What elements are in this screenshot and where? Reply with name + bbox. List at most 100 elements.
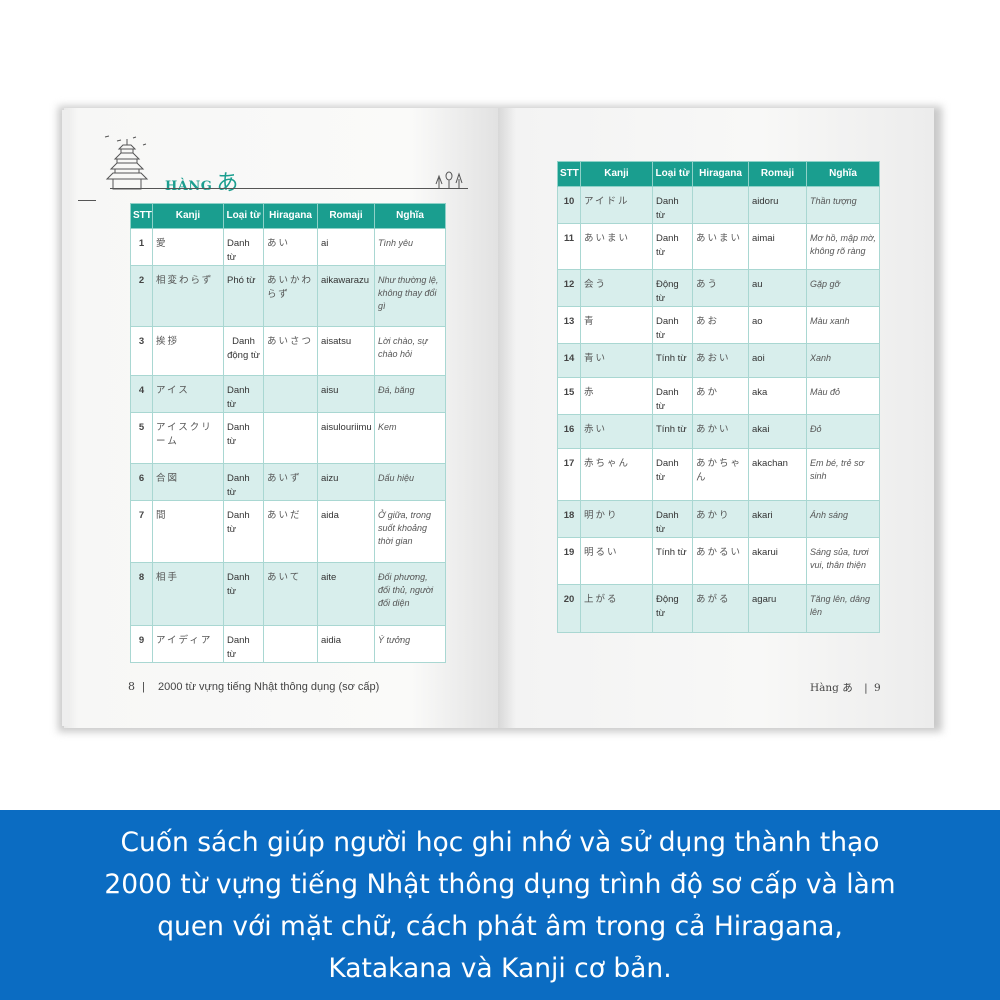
cell-romaji: aite	[317, 562, 375, 626]
cell-meaning: Tăng lên, dâng lên	[806, 584, 880, 633]
cell-type: Danh từ	[652, 306, 693, 344]
cell-romaji: ao	[748, 306, 807, 344]
table-row: 20 上がる Động từ あがる agaru Tăng lên, dâng lên	[557, 584, 880, 633]
cell-type: Danh từ	[652, 448, 693, 501]
cell-kanji: 赤	[580, 377, 653, 415]
cell-stt: 18	[557, 500, 581, 538]
cell-romaji: aisu	[317, 375, 375, 413]
cell-stt: 3	[130, 326, 153, 376]
cell-stt: 6	[130, 463, 153, 501]
cell-hiragana: あかり	[692, 500, 749, 538]
cell-meaning: Đối phương, đối thủ, người đối diện	[374, 562, 446, 626]
heading-prefix: HÀNG	[165, 179, 213, 194]
cell-kanji: 相手	[152, 562, 224, 626]
book-photo: HÀNG あ STT Kanji Loại từ Hiragana Romaji Nghĩa…	[58, 106, 942, 732]
table-row: 4 アイス Danh từ aisu Đá, băng	[130, 375, 446, 413]
table-row: 19 明るい Tính từ あかるい akarui Sáng sủa, tươi vui…	[557, 537, 880, 585]
cell-romaji: akachan	[748, 448, 807, 501]
cell-type: Danh từ	[223, 625, 264, 663]
heading-rule	[110, 188, 468, 189]
column-header: Hiragana	[692, 161, 749, 187]
footer-section-title: Hàng あ	[810, 682, 853, 694]
cell-kanji: 合図	[152, 463, 224, 501]
table-row: 15 赤 Danh từ あか aka Màu đỏ	[557, 377, 880, 415]
table-row: 8 相手 Danh từ あいて aite Đối phương, đối thủ, ng…	[130, 562, 446, 626]
cell-kanji: あいまい	[580, 223, 653, 270]
cell-meaning: Thần tượng	[806, 186, 880, 224]
cell-type: Danh từ	[223, 500, 264, 563]
cell-hiragana: あお	[692, 306, 749, 344]
caption-line: Katakana và Kanji cơ bản.	[328, 953, 672, 984]
cell-hiragana: あいず	[263, 463, 318, 501]
cell-hiragana: あう	[692, 269, 749, 307]
table-row: 12 会う Động từ あう au Gặp gỡ	[557, 269, 880, 307]
cell-type: Danh từ	[223, 228, 264, 266]
cell-meaning: Gặp gỡ	[806, 269, 880, 307]
column-header: Romaji	[748, 161, 807, 187]
page-number-right: 9	[873, 682, 881, 694]
page-edges	[62, 110, 68, 726]
cell-hiragana	[263, 375, 318, 413]
cell-meaning: Sáng sủa, tươi vui, thân thiện	[806, 537, 880, 585]
table-header-row: STT Kanji Loại từ Hiragana Romaji Nghĩa	[557, 161, 880, 187]
cell-kanji: 赤い	[580, 414, 653, 449]
cell-meaning: Mơ hồ, mập mờ, không rõ ràng	[806, 223, 880, 270]
page-number-left: 8	[128, 680, 135, 693]
cell-hiragana: あか	[692, 377, 749, 415]
column-header: Hiragana	[263, 203, 318, 229]
cell-hiragana: あかちゃん	[692, 448, 749, 501]
cell-kanji: 間	[152, 500, 224, 563]
cell-kanji: 赤ちゃん	[580, 448, 653, 501]
cell-romaji: aisulouriimu	[317, 412, 375, 464]
cell-stt: 1	[130, 228, 153, 266]
cell-romaji: akai	[748, 414, 807, 449]
cell-romaji: aimai	[748, 223, 807, 270]
cell-meaning: Đỏ	[806, 414, 880, 449]
cell-hiragana: あおい	[692, 343, 749, 378]
table-row: 9 アイディア Danh từ aidia Ý tưởng	[130, 625, 446, 663]
cell-romaji: aidia	[317, 625, 375, 663]
cell-type: Phó từ	[223, 265, 264, 327]
table-row: 16 赤い Tính từ あかい akai Đỏ	[557, 414, 880, 449]
cell-romaji: aka	[748, 377, 807, 415]
heading-rule-left	[78, 200, 96, 201]
cell-type: Động từ	[652, 269, 693, 307]
column-header: Nghĩa	[806, 161, 880, 187]
cell-hiragana: あがる	[692, 584, 749, 633]
cell-meaning: Kem	[374, 412, 446, 464]
cell-stt: 20	[557, 584, 581, 633]
cell-meaning: Tình yêu	[374, 228, 446, 266]
cell-stt: 9	[130, 625, 153, 663]
column-header: Romaji	[317, 203, 375, 229]
cell-type: Danh từ	[223, 463, 264, 501]
cell-kanji: 上がる	[580, 584, 653, 633]
table-row: 11 あいまい Danh từ あいまい aimai Mơ hồ, mập mờ, khô…	[557, 223, 880, 270]
cell-kanji: 相変わらず	[152, 265, 224, 327]
table-header-row: STT Kanji Loại từ Hiragana Romaji Nghĩa	[130, 203, 446, 229]
cell-kanji: 青い	[580, 343, 653, 378]
cell-stt: 15	[557, 377, 581, 415]
cell-type: Danh từ	[652, 500, 693, 538]
cell-hiragana	[263, 412, 318, 464]
cell-type: Tính từ	[652, 414, 693, 449]
cell-kanji: 挨拶	[152, 326, 224, 376]
cell-kanji: 愛	[152, 228, 224, 266]
castle-illustration-icon	[104, 135, 149, 190]
cell-meaning: Ánh sáng	[806, 500, 880, 538]
cell-stt: 7	[130, 500, 153, 563]
cell-hiragana: あいだ	[263, 500, 318, 563]
cell-meaning: Lời chào, sự chào hỏi	[374, 326, 446, 376]
right-footer: Hàng あ | 9	[810, 680, 881, 695]
cell-type: Danh động từ	[223, 326, 264, 376]
cell-hiragana: あいさつ	[263, 326, 318, 376]
cell-kanji: アイドル	[580, 186, 653, 224]
cell-hiragana	[692, 186, 749, 224]
cell-stt: 12	[557, 269, 581, 307]
cell-romaji: akarui	[748, 537, 807, 585]
vocab-table-left: STT Kanji Loại từ Hiragana Romaji Nghĩa 1 愛 Danh…	[130, 203, 446, 663]
cell-kanji: 会う	[580, 269, 653, 307]
cell-kanji: アイディア	[152, 625, 224, 663]
cell-meaning: Màu xanh	[806, 306, 880, 344]
cell-romaji: aisatsu	[317, 326, 375, 376]
cell-kanji: 明かり	[580, 500, 653, 538]
